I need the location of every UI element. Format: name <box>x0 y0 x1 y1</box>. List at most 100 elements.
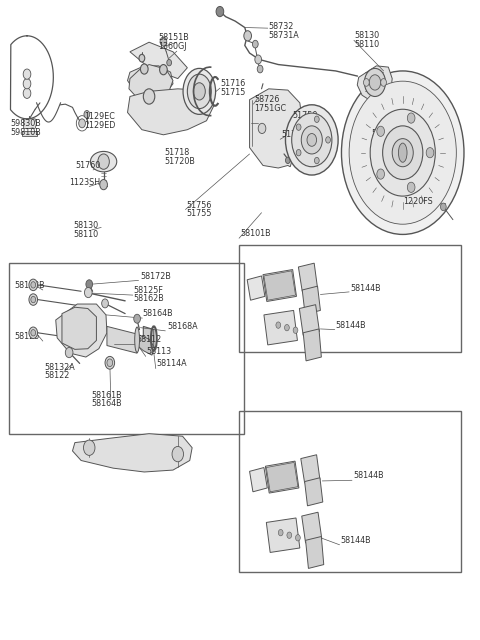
Circle shape <box>363 79 369 86</box>
Circle shape <box>285 324 289 331</box>
Polygon shape <box>266 518 300 552</box>
Circle shape <box>102 299 108 308</box>
Circle shape <box>408 113 415 123</box>
Circle shape <box>392 139 413 167</box>
Circle shape <box>160 37 167 46</box>
Text: 58101B: 58101B <box>240 229 271 238</box>
Circle shape <box>107 359 113 367</box>
Bar <box>239 244 461 352</box>
Circle shape <box>23 79 31 89</box>
Circle shape <box>255 55 262 64</box>
Text: 1123SH: 1123SH <box>69 177 100 187</box>
Text: 58144B: 58144B <box>340 536 371 545</box>
Circle shape <box>144 89 155 104</box>
Text: 58162B: 58162B <box>134 294 165 303</box>
Polygon shape <box>305 477 323 506</box>
Bar <box>239 412 461 572</box>
Circle shape <box>84 440 95 456</box>
Text: 58144B: 58144B <box>350 284 381 292</box>
Polygon shape <box>72 434 192 472</box>
Polygon shape <box>22 131 36 136</box>
Text: 1360GJ: 1360GJ <box>158 42 187 51</box>
Circle shape <box>29 279 37 291</box>
Circle shape <box>370 109 435 196</box>
Circle shape <box>216 6 224 17</box>
Circle shape <box>252 40 258 48</box>
Circle shape <box>31 296 36 303</box>
Circle shape <box>98 154 109 170</box>
Text: 58113: 58113 <box>147 347 172 356</box>
Polygon shape <box>107 326 137 353</box>
Circle shape <box>167 60 171 66</box>
Circle shape <box>314 116 319 122</box>
Polygon shape <box>250 467 267 492</box>
Circle shape <box>31 282 36 288</box>
Text: 58726: 58726 <box>254 95 280 104</box>
Polygon shape <box>300 305 320 335</box>
Text: 51760: 51760 <box>75 161 100 170</box>
Polygon shape <box>24 119 36 129</box>
Text: 58168A: 58168A <box>167 322 198 331</box>
Circle shape <box>84 111 90 118</box>
Text: 58110: 58110 <box>355 40 380 49</box>
Circle shape <box>258 124 266 134</box>
Text: 58161B: 58161B <box>92 391 122 400</box>
Text: 58132A: 58132A <box>45 363 75 372</box>
Polygon shape <box>265 461 299 493</box>
Ellipse shape <box>183 68 216 115</box>
Polygon shape <box>264 271 296 300</box>
Polygon shape <box>264 310 298 345</box>
Text: 51755: 51755 <box>186 209 212 218</box>
Circle shape <box>276 322 281 328</box>
Circle shape <box>314 157 319 164</box>
Circle shape <box>341 71 464 234</box>
Text: 58114A: 58114A <box>157 359 187 368</box>
Circle shape <box>105 356 115 369</box>
Text: 1129EC: 1129EC <box>84 113 115 122</box>
Circle shape <box>159 65 167 75</box>
Circle shape <box>257 65 263 73</box>
Circle shape <box>296 124 301 131</box>
Circle shape <box>293 327 298 333</box>
Circle shape <box>86 280 93 289</box>
Text: 58164B: 58164B <box>92 399 122 408</box>
Text: 51750: 51750 <box>293 111 318 120</box>
Polygon shape <box>56 304 107 357</box>
Polygon shape <box>62 307 96 349</box>
Circle shape <box>23 88 31 99</box>
Circle shape <box>292 113 332 167</box>
Text: 58732: 58732 <box>269 22 294 31</box>
Text: 58130: 58130 <box>355 31 380 40</box>
Polygon shape <box>301 455 320 483</box>
Text: 58125: 58125 <box>14 332 39 341</box>
Polygon shape <box>266 463 298 492</box>
Circle shape <box>278 529 283 536</box>
Ellipse shape <box>187 74 211 109</box>
Polygon shape <box>303 329 322 361</box>
Polygon shape <box>306 536 324 568</box>
Circle shape <box>65 348 73 358</box>
Text: 51715: 51715 <box>221 88 246 97</box>
Text: 58731A: 58731A <box>269 31 300 40</box>
Circle shape <box>287 532 292 538</box>
Text: 51716: 51716 <box>221 79 246 88</box>
Circle shape <box>381 79 386 86</box>
Text: 58125F: 58125F <box>134 286 164 295</box>
Circle shape <box>377 169 384 179</box>
Circle shape <box>139 54 145 62</box>
Circle shape <box>301 126 323 154</box>
Polygon shape <box>247 276 265 300</box>
Polygon shape <box>357 66 392 103</box>
Circle shape <box>23 69 31 79</box>
Circle shape <box>29 294 37 305</box>
Polygon shape <box>130 42 187 79</box>
Polygon shape <box>137 334 155 355</box>
Circle shape <box>325 137 330 143</box>
Circle shape <box>307 134 317 147</box>
Text: 58163B: 58163B <box>14 281 45 290</box>
Text: 51720B: 51720B <box>164 157 195 166</box>
Polygon shape <box>129 65 173 103</box>
Text: 58144B: 58144B <box>353 471 384 481</box>
Circle shape <box>134 314 141 323</box>
Circle shape <box>296 534 300 541</box>
